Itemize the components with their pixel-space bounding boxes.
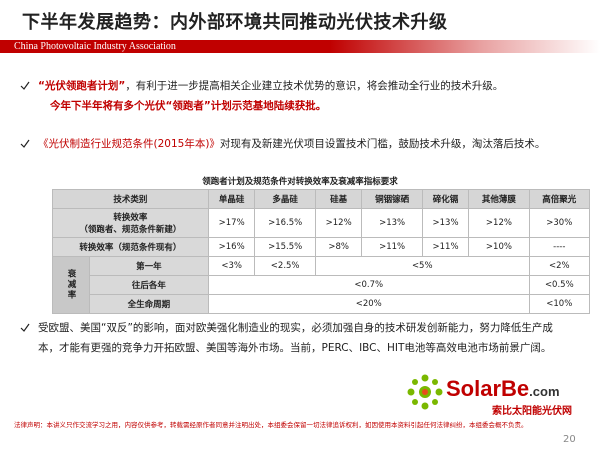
label-line: （领跑者、规范条件新建） [79, 225, 182, 235]
row-label: 往后各年 [89, 275, 209, 295]
cell: >13% [361, 208, 423, 238]
legal-notice: 法律声明：本讲义只作交流学习之用，内容仅供参考，转载需经原作者同意并注明出处，本… [14, 421, 528, 429]
row: 转换效率（规范条件现有） >16% >15.5% >8% >11% >11% >… [52, 237, 591, 257]
subtitle: China Photovoltaic Industry Association [14, 41, 176, 52]
cell: >8% [314, 237, 363, 257]
cell: <2.5% [254, 256, 316, 276]
cell: <20% [207, 294, 530, 314]
bullet-text: 受欧盟、美国“双反”的影响，面对欧美强化制造业的现实，必须加强自身的技术研发创新… [38, 322, 553, 354]
bullet: “光伏领跑者计划”，有利于进一步提高相关企业建立技术优势的意识，将会推动全行业的… [20, 76, 578, 96]
title-bar [0, 40, 600, 53]
row: 衰减率 第一年 <3% <2.5% <5% <2% [52, 256, 591, 314]
label-line: 转换效率 [113, 213, 148, 223]
logo-domain: .com [529, 384, 560, 399]
header-row: 技术类别 单晶硅 多晶硅 硅基 铜铟镓硒 碲化镉 其他薄膜 高倍聚光 [52, 189, 591, 209]
cell: >13% [421, 208, 470, 238]
group-label: 衰减率 [52, 256, 90, 314]
page-number: 20 [563, 434, 576, 445]
check-icon [20, 81, 30, 90]
title: 下半年发展趋势：内外部环境共同推动光伏技术升级 [22, 12, 448, 33]
cell: ---- [528, 237, 591, 257]
check-icon [20, 323, 30, 332]
cell: >10% [468, 237, 530, 257]
cell: >11% [361, 237, 423, 257]
cell: >17% [207, 208, 256, 238]
row-label: 转换效率（规范条件现有） [52, 237, 209, 257]
check-icon [20, 139, 30, 148]
header-cell: 多晶硅 [254, 189, 316, 209]
row: 全生命周期 <20% <10% [53, 294, 591, 314]
table-title: 领跑者计划及规范条件对转换效率及衰减率指标要求 [202, 177, 398, 187]
cell: <5% [314, 256, 530, 276]
logo-text: SolarBe.com [446, 376, 560, 402]
cell: <0.7% [207, 275, 530, 295]
row-label: 全生命周期 [89, 294, 209, 314]
bullet: 《光伏制造行业规范条件(2015年本)》对现有及新建光伏项目设置技术门槛，鼓励技… [20, 134, 573, 154]
table: 技术类别 单晶硅 多晶硅 硅基 铜铟镓硒 碲化镉 其他薄膜 高倍聚光 转换效率（… [52, 189, 591, 314]
header-cell: 高倍聚光 [528, 189, 591, 209]
logo-icon [407, 374, 443, 410]
header-cell: 单晶硅 [207, 189, 256, 209]
header-cell: 硅基 [314, 189, 363, 209]
cell: >12% [468, 208, 530, 238]
highlight: “光伏领跑者计划” [38, 80, 126, 92]
header-cell: 技术类别 [52, 189, 209, 209]
row-label: 转换效率 （领跑者、规范条件新建） [52, 208, 209, 238]
row: 转换效率 （领跑者、规范条件新建） >17% >16.5% >12% >13% >… [52, 208, 591, 238]
row: 往后各年 <0.7% <0.5% [53, 275, 591, 295]
highlight: 《光伏制造行业规范条件(2015年本)》 [38, 138, 220, 150]
cell: <2% [528, 256, 591, 276]
cell: >30% [528, 208, 591, 238]
logo-caption: 索比太阳能光伏网 [492, 406, 572, 417]
header-cell: 碲化镉 [421, 189, 470, 209]
bullet-note: 今年下半年将有多个光伏“领跑者”计划示范基地陆续获批。 [50, 100, 327, 112]
cell: >12% [314, 208, 363, 238]
cell: >16% [207, 237, 256, 257]
bullet-text: ，有利于进一步提高相关企业建立技术优势的意识，将会推动全行业的技术升级。 [125, 80, 504, 92]
bullet-text: 对现有及新建光伏项目设置技术门槛，鼓励技术升级，淘汰落后技术。 [219, 138, 546, 150]
cell: <3% [207, 256, 256, 276]
cell: <10% [528, 294, 591, 314]
row-label: 第一年 [89, 256, 209, 276]
header-cell: 其他薄膜 [468, 189, 530, 209]
cell: <0.5% [528, 275, 591, 295]
cell: >16.5% [254, 208, 316, 238]
header-cell: 铜铟镓硒 [361, 189, 423, 209]
cell: >15.5% [254, 237, 316, 257]
bullet: 受欧盟、美国“双反”的影响，面对欧美强化制造业的现实，必须加强自身的技术研发创新… [20, 318, 573, 358]
cell: >11% [421, 237, 470, 257]
logo-name: SolarBe [446, 376, 530, 401]
